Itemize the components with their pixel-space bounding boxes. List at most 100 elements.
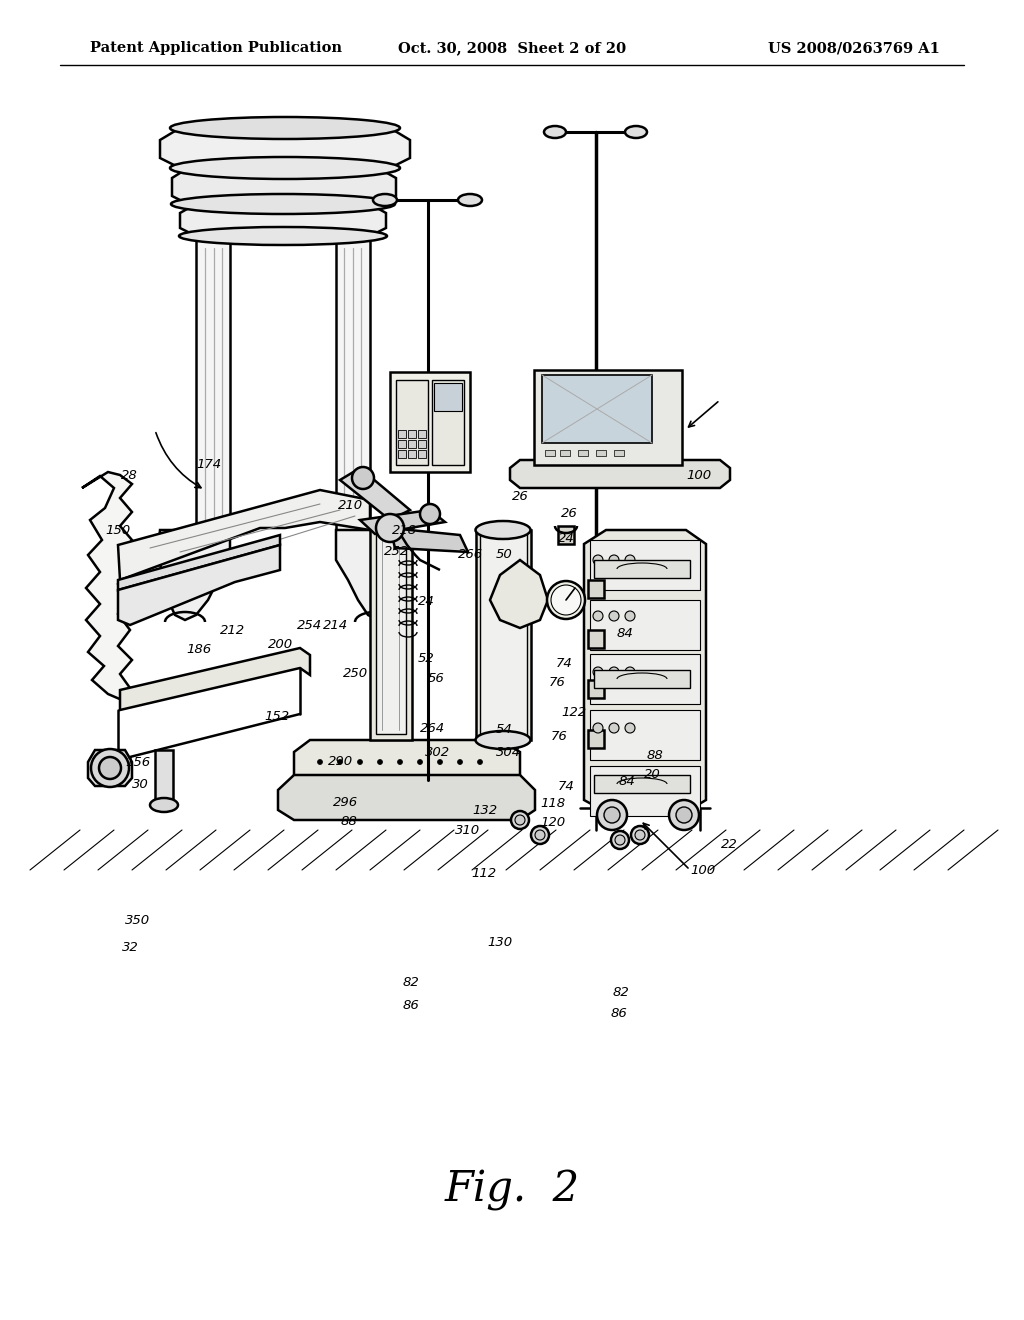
Text: 250: 250 [343,667,369,680]
Ellipse shape [593,667,603,677]
Bar [542,375,652,444]
Ellipse shape [615,836,625,845]
Bar [398,440,406,447]
Bar [590,766,700,816]
Text: 28: 28 [121,469,137,482]
Text: Oct. 30, 2008  Sheet 2 of 20: Oct. 30, 2008 Sheet 2 of 20 [398,41,626,55]
Bar [590,540,700,590]
Polygon shape [336,531,408,620]
Bar [398,430,406,438]
Ellipse shape [378,759,383,764]
Text: 26: 26 [512,490,528,503]
Polygon shape [82,473,132,700]
Text: 84: 84 [616,627,633,640]
Bar [594,560,690,578]
Ellipse shape [376,513,404,543]
Ellipse shape [625,554,635,565]
Polygon shape [180,205,386,236]
Ellipse shape [352,467,374,488]
Bar [534,370,682,465]
Text: 76: 76 [549,676,565,689]
Text: 218: 218 [392,524,418,537]
Ellipse shape [635,830,645,840]
Bar [588,630,604,648]
Text: 302: 302 [425,746,451,759]
Polygon shape [196,236,230,531]
Bar [390,372,470,473]
Bar [614,450,624,455]
Polygon shape [118,545,280,624]
Text: 24: 24 [558,532,574,545]
Text: 74: 74 [558,780,574,793]
Ellipse shape [631,826,649,843]
Text: 88: 88 [341,814,357,828]
Bar [590,653,700,704]
Text: 214: 214 [323,619,348,632]
Ellipse shape [418,759,423,764]
Text: 212: 212 [220,624,246,638]
Text: 150: 150 [104,524,130,537]
Ellipse shape [593,611,603,620]
Text: Patent Application Publication: Patent Application Publication [90,41,342,55]
Ellipse shape [625,125,647,139]
Text: 26: 26 [561,507,578,520]
Text: US 2008/0263769 A1: US 2008/0263769 A1 [768,41,940,55]
Bar [376,535,406,734]
Bar [396,380,428,465]
Text: 54: 54 [496,723,512,737]
Ellipse shape [458,194,482,206]
Bar [408,430,416,438]
Ellipse shape [625,723,635,733]
Ellipse shape [609,611,618,620]
Bar [398,450,406,458]
Ellipse shape [625,611,635,620]
Text: 100: 100 [690,863,715,876]
Text: 350: 350 [125,913,151,927]
Ellipse shape [99,756,121,779]
Bar [418,430,426,438]
Text: 290: 290 [328,755,353,768]
Text: 174: 174 [197,458,222,471]
Text: 304: 304 [496,746,521,759]
Polygon shape [360,510,445,535]
Bar [408,450,416,458]
Polygon shape [172,168,396,205]
Polygon shape [390,528,468,552]
Text: 156: 156 [125,756,151,770]
Ellipse shape [170,157,400,180]
Text: 88: 88 [646,748,663,762]
Text: 86: 86 [402,999,419,1012]
Ellipse shape [669,800,699,830]
Ellipse shape [511,810,529,829]
Ellipse shape [604,807,620,822]
Ellipse shape [609,723,618,733]
Text: 50: 50 [496,548,512,561]
Bar [588,680,604,698]
Ellipse shape [515,814,525,825]
Ellipse shape [420,504,440,524]
Ellipse shape [477,759,482,764]
Bar [408,440,416,447]
Text: 74: 74 [556,657,572,671]
Polygon shape [88,750,132,785]
Text: 266: 266 [458,548,483,561]
Polygon shape [160,128,410,168]
Ellipse shape [547,581,585,619]
Ellipse shape [397,759,402,764]
Ellipse shape [625,667,635,677]
Bar [432,380,464,465]
Polygon shape [490,560,548,628]
Bar [418,450,426,458]
Ellipse shape [437,759,442,764]
Text: 82: 82 [612,986,629,999]
Text: 120: 120 [541,816,566,829]
Ellipse shape [535,830,545,840]
Polygon shape [118,490,370,579]
Ellipse shape [179,227,387,246]
Text: 252: 252 [384,545,410,558]
Ellipse shape [597,800,627,830]
Ellipse shape [357,759,362,764]
Text: 130: 130 [487,936,513,949]
Ellipse shape [611,832,629,849]
Text: 76: 76 [551,730,567,743]
